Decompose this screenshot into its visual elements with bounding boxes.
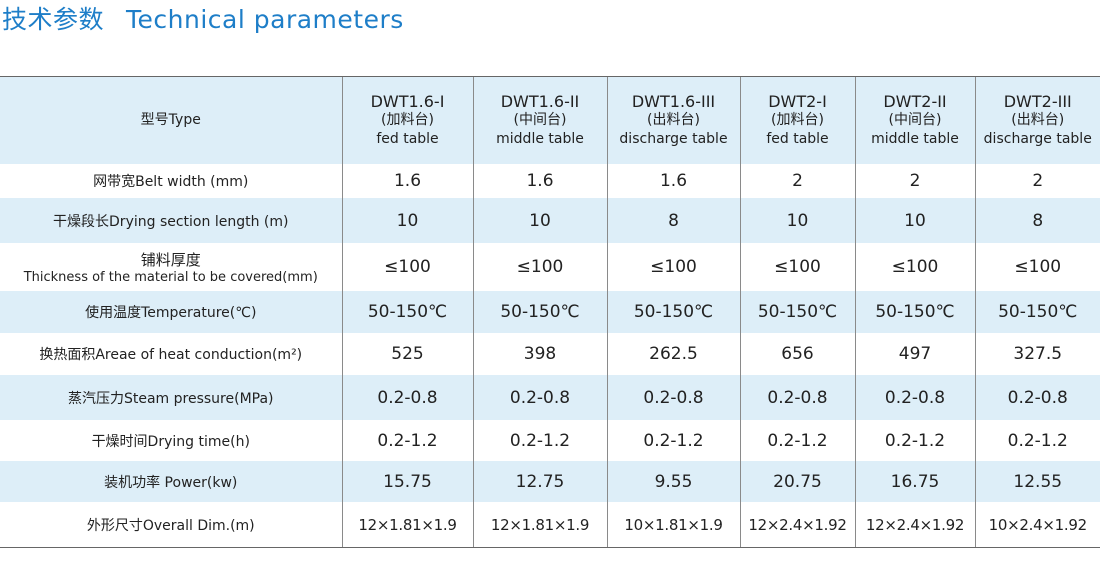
table-cell: 1.6 [341,164,473,198]
header-model-cell: DWT2-III (出料台) discharge table [974,76,1100,164]
table-cell: 16.75 [854,461,975,502]
table-cell: 0.2-1.2 [854,420,975,461]
table-cell: 50-150℃ [341,291,473,333]
table-cell: 50-150℃ [606,291,740,333]
table-cell: 0.2-0.8 [341,375,473,420]
table-cell: 10 [341,198,473,243]
table-row: 网带宽Belt width (mm) 1.6 1.6 1.6 2 2 2 [0,164,1100,198]
table-cell: 10 [854,198,975,243]
table-cell: 0.2-1.2 [341,420,473,461]
table-row: 干燥时间Drying time(h) 0.2-1.2 0.2-1.2 0.2-1… [0,420,1100,461]
row-label: 网带宽Belt width (mm) [93,174,249,190]
table-cell: ≤100 [974,243,1100,291]
table-cell: 12×1.81×1.9 [341,502,473,548]
title-en: Technical parameters [126,5,404,34]
header-type-label: 型号Type [0,76,342,164]
table-cell: 20.75 [739,461,855,502]
table-cell: 9.55 [606,461,740,502]
table-cell: 12×2.4×1.92 [854,502,975,548]
table-cell: 1.6 [472,164,607,198]
table-cell: 50-150℃ [974,291,1100,333]
table-cell: 525 [341,333,473,375]
table-cell: 0.2-0.8 [739,375,855,420]
row-label: 蒸汽压力Steam pressure(MPa) [0,375,342,420]
table-row: 干燥段长Drying section length (m) 10 10 8 10… [0,198,1100,243]
table-cell: 12.75 [472,461,607,502]
table-cell: 1.6 [606,164,740,198]
row-label: 换热面积Areae of heat conduction(m²) [39,347,303,363]
table-cell: ≤100 [739,243,855,291]
table-cell: 0.2-1.2 [974,420,1100,461]
title-cn: 技术参数 [2,5,105,34]
header-model-cell: DWT2-I (加料台) fed table [739,76,855,164]
table-row: 蒸汽压力Steam pressure(MPa) 0.2-0.8 0.2-0.8 … [0,375,1100,420]
page-title: 技术参数 Technical parameters [2,2,404,38]
row-label: 使用温度Temperature(℃) [0,291,342,333]
parameters-table: 型号Type DWT1.6-I (加料台) fed table DWT1.6-II(… [0,76,1100,548]
row-label: 干燥时间Drying time(h) [91,433,250,450]
table-cell: 10 [739,198,855,243]
table-cell: 50-150℃ [472,291,607,333]
table-cell: 12.55 [974,461,1100,502]
table-cell: 0.2-1.2 [739,420,855,461]
table-cell: 497 [854,333,975,375]
table-row: 铺料厚度 Thickness of the material to be cove… [0,243,1100,291]
row-label: 装机功率 Power(kw) [0,461,342,502]
table-cell: 8 [606,198,740,243]
table-cell: ≤100 [854,243,975,291]
table-row: 使用温度Temperature(℃) 50-150℃ 50-150℃ 50-15… [0,291,1100,333]
table-cell: 10×2.4×1.92 [974,502,1100,548]
table-cell: 0.2-0.8 [606,375,740,420]
table-cell: 8 [974,198,1100,243]
row-label: 铺料厚度 Thickness of the material to be cove… [23,251,318,285]
header-model-cell: DWT1.6-I (加料台) fed table [341,76,473,164]
table-cell: ≤100 [606,243,740,291]
table-cell: 0.2-1.2 [472,420,607,461]
table-cell: 2 [854,164,975,198]
table-cell: 10×1.81×1.9 [606,502,740,548]
table-cell: 2 [974,164,1100,198]
table-cell: 0.2-0.8 [854,375,975,420]
table-header-row: 型号Type DWT1.6-I (加料台) fed table DWT1.6-II(… [0,76,1100,164]
table-cell: 10 [472,198,607,243]
table-cell: 2 [739,164,855,198]
table-cell: 12×1.81×1.9 [472,502,607,548]
table-cell: 0.2-0.8 [974,375,1100,420]
row-label: 干燥段长Drying section length (m) [0,198,342,243]
table-cell: 15.75 [341,461,473,502]
table-cell: 656 [739,333,855,375]
table-row: 装机功率 Power(kw) 15.75 12.75 9.55 20.75 16… [0,461,1100,502]
row-label: 外形尺寸Overall Dim.(m) [0,502,342,548]
header-model-cell: DWT1.6-II (中间台) middle table [472,76,607,164]
table-cell: 398 [472,333,607,375]
table-cell: 12×2.4×1.92 [739,502,855,548]
header-model-cell: DWT1.6-III (出料台) discharge table [606,76,740,164]
table-cell: 327.5 [974,333,1100,375]
table-cell: 50-150℃ [854,291,975,333]
header-model-cell: DWT2-II (中间台) middle table [854,76,975,164]
table-cell: ≤100 [472,243,607,291]
table-cell: 50-150℃ [739,291,855,333]
table-row: 换热面积Areae of heat conduction(m²) 525 398… [0,333,1100,375]
table-cell: ≤100 [341,243,473,291]
table-cell: 0.2-0.8 [472,375,607,420]
table-cell: 262.5 [606,333,740,375]
table-row: 外形尺寸Overall Dim.(m) 12×1.81×1.9 12×1.81×… [0,502,1100,548]
table-cell: 0.2-1.2 [606,420,740,461]
